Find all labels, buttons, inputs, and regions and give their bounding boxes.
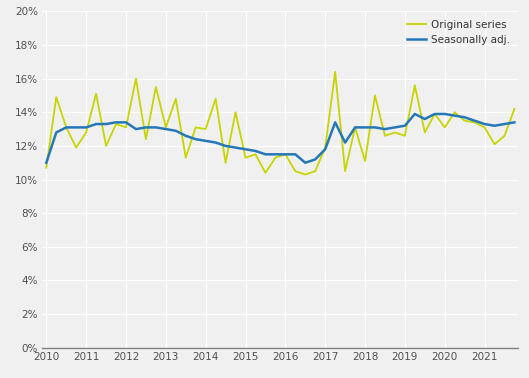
Seasonally adj. <box>222 144 229 148</box>
Original series <box>322 145 329 150</box>
Seasonally adj. <box>302 161 308 165</box>
Original series <box>372 93 378 98</box>
Original series <box>342 169 348 174</box>
Seasonally adj. <box>213 140 219 145</box>
Seasonally adj. <box>153 125 159 130</box>
Seasonally adj. <box>342 140 348 145</box>
Seasonally adj. <box>442 112 448 116</box>
Seasonally adj. <box>362 125 368 130</box>
Original series <box>302 172 308 177</box>
Seasonally adj. <box>322 147 329 152</box>
Original series <box>461 118 468 123</box>
Seasonally adj. <box>133 127 139 132</box>
Seasonally adj. <box>481 122 488 126</box>
Original series <box>501 133 508 138</box>
Seasonally adj. <box>242 147 249 152</box>
Seasonally adj. <box>162 127 169 132</box>
Seasonally adj. <box>382 127 388 132</box>
Seasonally adj. <box>123 120 129 125</box>
Original series <box>73 145 79 150</box>
Original series <box>203 127 209 132</box>
Seasonally adj. <box>282 152 288 156</box>
Seasonally adj. <box>113 120 119 125</box>
Seasonally adj. <box>43 161 50 165</box>
Original series <box>272 155 279 160</box>
Seasonally adj. <box>501 122 508 126</box>
Original series <box>402 133 408 138</box>
Seasonally adj. <box>232 145 239 150</box>
Seasonally adj. <box>172 129 179 133</box>
Seasonally adj. <box>193 137 199 141</box>
Seasonally adj. <box>461 115 468 119</box>
Seasonally adj. <box>402 124 408 128</box>
Original series <box>183 155 189 160</box>
Original series <box>362 159 368 163</box>
Original series <box>352 125 358 130</box>
Original series <box>153 85 159 89</box>
Seasonally adj. <box>432 112 438 116</box>
Original series <box>232 110 239 115</box>
Original series <box>113 122 119 126</box>
Seasonally adj. <box>392 125 398 130</box>
Seasonally adj. <box>451 113 458 118</box>
Original series <box>481 125 488 130</box>
Original series <box>451 110 458 115</box>
Seasonally adj. <box>73 125 79 130</box>
Original series <box>282 152 288 156</box>
Seasonally adj. <box>143 125 149 130</box>
Original series <box>172 96 179 101</box>
Original series <box>83 130 89 135</box>
Original series <box>312 169 318 174</box>
Seasonally adj. <box>262 152 269 156</box>
Seasonally adj. <box>83 125 89 130</box>
Line: Original series: Original series <box>47 72 514 175</box>
Legend: Original series, Seasonally adj.: Original series, Seasonally adj. <box>404 17 513 48</box>
Original series <box>162 125 169 130</box>
Original series <box>471 120 478 125</box>
Original series <box>292 169 298 174</box>
Seasonally adj. <box>332 120 339 125</box>
Original series <box>213 96 219 101</box>
Original series <box>442 125 448 130</box>
Seasonally adj. <box>471 118 478 123</box>
Seasonally adj. <box>352 125 358 130</box>
Seasonally adj. <box>53 130 59 135</box>
Original series <box>43 166 50 170</box>
Seasonally adj. <box>292 152 298 156</box>
Original series <box>193 125 199 130</box>
Original series <box>93 91 99 96</box>
Original series <box>143 137 149 141</box>
Original series <box>103 144 110 148</box>
Original series <box>53 95 59 99</box>
Seasonally adj. <box>412 112 418 116</box>
Original series <box>123 125 129 130</box>
Seasonally adj. <box>252 149 259 153</box>
Original series <box>222 161 229 165</box>
Line: Seasonally adj.: Seasonally adj. <box>47 114 514 163</box>
Seasonally adj. <box>63 125 69 130</box>
Seasonally adj. <box>422 117 428 121</box>
Seasonally adj. <box>203 139 209 143</box>
Original series <box>133 76 139 81</box>
Original series <box>382 133 388 138</box>
Seasonally adj. <box>93 122 99 126</box>
Seasonally adj. <box>103 122 110 126</box>
Original series <box>63 125 69 130</box>
Original series <box>511 107 517 111</box>
Seasonally adj. <box>491 124 498 128</box>
Original series <box>392 130 398 135</box>
Original series <box>332 70 339 74</box>
Seasonally adj. <box>372 125 378 130</box>
Seasonally adj. <box>272 152 279 156</box>
Original series <box>252 152 259 156</box>
Original series <box>242 155 249 160</box>
Original series <box>491 142 498 147</box>
Seasonally adj. <box>312 157 318 162</box>
Seasonally adj. <box>183 133 189 138</box>
Original series <box>432 112 438 116</box>
Original series <box>262 170 269 175</box>
Original series <box>422 130 428 135</box>
Original series <box>412 83 418 88</box>
Seasonally adj. <box>511 120 517 125</box>
